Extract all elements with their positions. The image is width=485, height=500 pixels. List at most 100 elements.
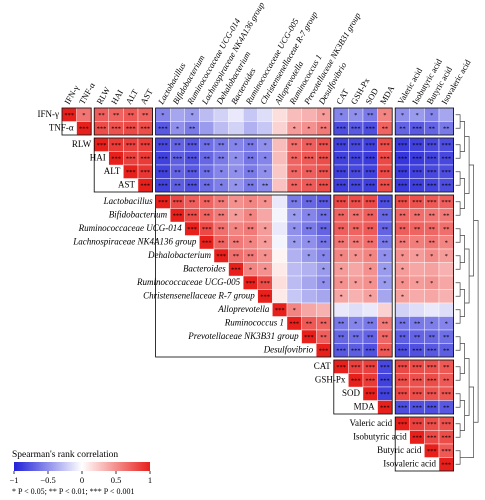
significance: ***	[365, 156, 375, 163]
significance: **	[382, 240, 389, 247]
significance: ***	[380, 183, 390, 190]
significance: **	[320, 240, 327, 247]
significance: ***	[351, 199, 361, 206]
significance: *	[263, 240, 266, 247]
significance: *	[354, 280, 357, 287]
significance: *	[383, 267, 386, 274]
significance: **	[127, 112, 134, 119]
significance: *	[415, 253, 418, 260]
significance: ***	[173, 199, 183, 206]
significance: **	[428, 213, 435, 220]
significance: ***	[412, 142, 422, 149]
significance: *	[220, 169, 223, 176]
significance: **	[414, 321, 421, 328]
significance: ***	[158, 142, 168, 149]
significance: **	[218, 142, 225, 149]
significance: ***	[365, 391, 375, 398]
row-label: Lactobacillus	[103, 196, 153, 206]
block-border	[333, 137, 393, 193]
significance: **	[98, 112, 105, 119]
row-label: Ruminococcaceae UCG-014	[78, 223, 183, 233]
significance: *	[401, 267, 404, 274]
significance: *	[401, 294, 404, 301]
significance: ***	[427, 448, 437, 455]
significance: **	[291, 183, 298, 190]
significance: *	[234, 169, 237, 176]
significance: **	[262, 183, 269, 190]
significance: *	[430, 321, 433, 328]
cell	[409, 289, 425, 304]
row-label: GSH-Px	[315, 374, 346, 384]
significance: ***	[304, 156, 314, 163]
significance: **	[428, 334, 435, 341]
significance: **	[218, 226, 225, 233]
significance: ***	[380, 156, 390, 163]
significance: **	[174, 142, 181, 149]
significance: **	[367, 213, 374, 220]
significance: *	[307, 240, 310, 247]
significance: ***	[412, 378, 422, 385]
significance: ***	[398, 169, 408, 176]
cell	[348, 289, 364, 304]
cell	[272, 275, 288, 290]
column-label: TNF-α	[77, 80, 98, 106]
significance: *	[339, 267, 342, 274]
significance: *	[415, 240, 418, 247]
significance: *	[249, 240, 252, 247]
significance: ***	[216, 253, 226, 260]
cell	[424, 289, 440, 304]
dendrogram	[455, 228, 461, 243]
significance: ***	[289, 321, 299, 328]
significance: ***	[140, 126, 150, 133]
cell	[409, 302, 425, 317]
significance: *	[445, 253, 448, 260]
significance: ***	[97, 142, 107, 149]
significance: ***	[398, 348, 408, 355]
significance: ***	[427, 199, 437, 206]
cell	[301, 275, 317, 290]
significance: **	[367, 334, 374, 341]
dendrogram	[464, 136, 470, 194]
significance: **	[399, 213, 406, 220]
significance: **	[428, 226, 435, 233]
significance: ***	[351, 156, 361, 163]
significance: **	[247, 142, 254, 149]
cell	[272, 107, 288, 122]
significance: ***	[441, 183, 451, 190]
significance: ***	[427, 348, 437, 355]
significance: **	[414, 334, 421, 341]
significance: ***	[380, 378, 390, 385]
significance: ***	[412, 156, 422, 163]
significance: *	[369, 253, 372, 260]
significance: *	[263, 199, 266, 206]
significance: *	[401, 253, 404, 260]
significance: ***	[441, 421, 451, 428]
significance: *	[445, 321, 448, 328]
significance: ***	[380, 391, 390, 398]
significance: **	[247, 253, 254, 260]
significance: *	[415, 280, 418, 287]
significance: **	[367, 240, 374, 247]
significance: *	[430, 112, 433, 119]
cell	[424, 262, 440, 277]
significance: ***	[187, 156, 197, 163]
significance: ***	[336, 169, 346, 176]
significance: ***	[351, 378, 361, 385]
significance: **	[203, 169, 210, 176]
colorbar-tick-label: −0.5	[40, 475, 55, 485]
cell	[438, 302, 454, 317]
dendrogram	[464, 248, 470, 304]
significance: ***	[202, 240, 212, 247]
significance: **	[338, 226, 345, 233]
cell	[301, 289, 317, 304]
significance: ***	[319, 156, 329, 163]
significance: ***	[365, 169, 375, 176]
significance: **	[203, 199, 210, 206]
cell	[213, 121, 229, 136]
significance: **	[113, 112, 120, 119]
significance: *	[354, 321, 357, 328]
significance: *	[293, 307, 296, 314]
row-label: Valeric acid	[349, 418, 392, 428]
significance: ***	[427, 364, 437, 371]
cell	[286, 289, 302, 304]
